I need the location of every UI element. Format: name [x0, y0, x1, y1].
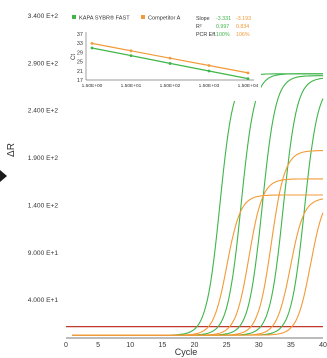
inset-standard-curve: KAPA SYBR® FAST Competitor A Slope -3.331…	[69, 11, 261, 101]
inset-y-tick-label: 21	[77, 69, 83, 75]
inset-y-tick-label: 25	[77, 60, 83, 66]
curve-kapa-2	[72, 73, 323, 336]
stats-value-competitor: -3.193	[236, 16, 251, 22]
curve-competitor-5	[72, 212, 324, 336]
x-tick-label: 10	[126, 342, 134, 349]
x-tick-label: 5	[96, 342, 100, 349]
inset-y-tick-label: 33	[77, 41, 83, 47]
curve-kapa-3	[72, 75, 323, 336]
x-axis-ticks: 0 5 10 15 20 25 30 35 40	[64, 342, 327, 349]
y-tick-label: 9.000 E+1	[28, 250, 59, 257]
y-tick-label: 3.400 E+2	[28, 13, 59, 20]
inset-x-tick-label: 1.50E+04	[238, 83, 259, 89]
stats-label: R²	[196, 24, 202, 30]
y-tick-label: 1.900 E+2	[28, 155, 59, 162]
inset-y-axis-label: Ct	[71, 54, 77, 60]
x-tick-label: 25	[223, 342, 231, 349]
legend-swatch-kapa	[72, 15, 76, 19]
stats-value-competitor: 106%	[236, 32, 250, 38]
curve-competitor-1	[72, 194, 323, 336]
y-tick-label: 2.400 E+2	[28, 108, 59, 115]
stats-value-kapa: -3.331	[216, 16, 231, 22]
x-tick-label: 15	[158, 342, 166, 349]
stats-label: PCR Eff.	[196, 32, 217, 38]
curve-competitor-3	[72, 150, 323, 336]
legend: KAPA SYBR® FAST Competitor A	[72, 15, 181, 22]
amplification-curves	[72, 73, 324, 336]
inset-point-kapa	[129, 54, 133, 58]
stats-value-competitor: 0.834	[236, 24, 249, 30]
x-tick-label: 30	[255, 342, 263, 349]
inset-series	[90, 42, 250, 81]
inset-y-ticks: 17 21 25 29 33 37	[77, 32, 83, 84]
stats-value-kapa: 0.997	[216, 24, 229, 30]
inset-x-tick-label: 1.50E+03	[199, 83, 220, 89]
x-tick-label: 35	[287, 342, 295, 349]
inset-point-kapa	[246, 77, 250, 81]
inset-x-tick-label: 1.50E+00	[82, 83, 103, 89]
inset-point-competitor	[168, 56, 172, 60]
legend-swatch-competitor	[141, 15, 145, 19]
inset-point-kapa	[90, 46, 94, 50]
regression-stats: Slope -3.331 -3.193 R² 0.997 0.834 PCR Eff. 100…	[196, 16, 251, 38]
inset-y-tick-label: 29	[77, 50, 83, 56]
curve-kapa-1	[72, 73, 323, 336]
y-tick-label: 4.000 E+1	[28, 297, 59, 304]
stats-label: Slope	[196, 16, 210, 22]
stats-value-kapa: 100%	[216, 32, 230, 38]
inset-point-competitor	[207, 64, 211, 67]
inset-background	[69, 11, 261, 101]
x-tick-label: 0	[64, 342, 68, 349]
inset-point-competitor	[90, 42, 94, 45]
curve-kapa-5	[72, 98, 324, 336]
y-tick-label: 1.400 E+2	[28, 202, 59, 209]
inset-point-competitor	[246, 71, 250, 75]
legend-label-competitor: Competitor A	[148, 16, 181, 22]
inset-y-tick-label: 17	[77, 78, 83, 84]
y-axis-label: ΔR	[6, 143, 17, 157]
y-axis-ticks: 4.000 E+1 9.000 E+1 1.400 E+2 1.900 E+2 2.40…	[28, 13, 59, 304]
x-tick-label: 40	[319, 342, 327, 349]
curve-competitor-2	[72, 178, 323, 336]
inset-y-tick-label: 37	[77, 32, 83, 38]
inset-point-kapa	[207, 69, 211, 73]
inset-x-ticks: 1.50E+00 1.50E+01 1.50E+02 1.50E+03 1.50E+04	[82, 83, 259, 89]
y-tick-label: 2.900 E+2	[28, 60, 59, 67]
pointer-arrow-icon	[0, 170, 7, 182]
x-tick-label: 20	[191, 342, 199, 349]
curve-competitor-4	[72, 198, 324, 336]
inset-point-competitor	[129, 49, 133, 53]
inset-x-tick-label: 1.50E+02	[160, 83, 181, 89]
inset-point-kapa	[168, 62, 172, 65]
legend-label-kapa: KAPA SYBR® FAST	[79, 15, 130, 22]
curve-kapa-4	[72, 77, 324, 336]
inset-x-tick-label: 1.50E+01	[121, 83, 142, 89]
x-axis-label: Cycle	[175, 347, 198, 357]
